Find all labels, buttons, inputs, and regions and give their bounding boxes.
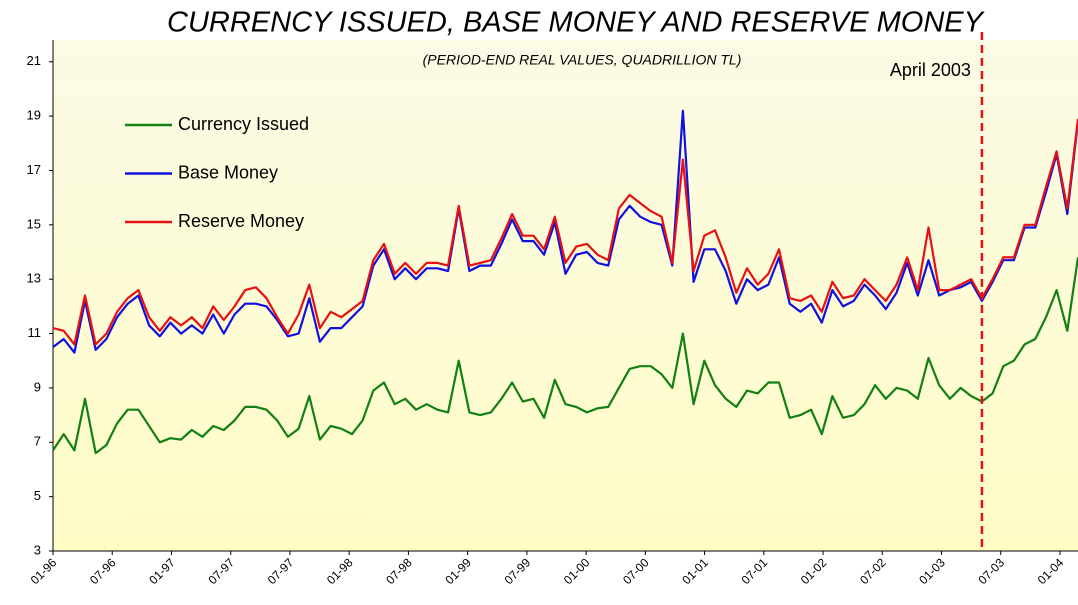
y-tick-label: 19 (27, 108, 41, 123)
y-tick-label: 11 (28, 325, 42, 340)
x-tick-label: 01-00 (561, 555, 593, 587)
x-tick-label: 07-97 (265, 555, 297, 587)
x-tick-label: 01-96 (28, 555, 60, 587)
event-label: April 2003 (890, 60, 971, 80)
legend-label: Reserve Money (178, 211, 304, 231)
series-line (52, 109, 1078, 354)
chart-title: CURRENCY ISSUED, BASE MONEY AND RESERVE … (167, 7, 986, 39)
x-tick-label: 07-01 (739, 555, 771, 587)
series-line (52, 118, 1078, 346)
x-tick-label: 07-02 (857, 555, 889, 587)
y-tick-label: 15 (27, 216, 41, 231)
x-tick-label: 01-01 (679, 555, 711, 587)
x-tick-label: 07-03 (976, 555, 1008, 587)
x-tick-label: 07-96 (87, 555, 119, 587)
x-tick-label: 07-97 (205, 555, 237, 587)
x-tick-label: 01-02 (798, 555, 830, 587)
legend-label: Base Money (178, 162, 278, 182)
y-tick-label: 5 (34, 488, 41, 503)
x-tick-label: 01-99 (442, 555, 474, 587)
y-tick-label: 13 (27, 271, 41, 286)
chart-subtitle: (PERIOD-END REAL VALUES, QUADRILLION TL) (423, 52, 742, 68)
y-tick-label: 7 (34, 434, 41, 449)
y-tick-label: 17 (27, 162, 41, 177)
x-tick-label: 07-98 (383, 555, 415, 587)
y-tick-label: 21 (27, 53, 41, 68)
x-tick-label: 01-98 (324, 555, 356, 587)
y-tick-label: 9 (34, 379, 41, 394)
x-tick-label: 01-04 (1035, 555, 1067, 587)
legend-label: Currency Issued (178, 114, 309, 134)
x-tick-label: 07-99 (502, 555, 534, 587)
plot-area (53, 40, 1078, 551)
x-tick-label: 07-00 (620, 555, 652, 587)
series-line (52, 257, 1078, 455)
x-tick-label: 01-03 (916, 555, 948, 587)
y-tick-label: 3 (34, 542, 41, 557)
x-tick-label: 01-97 (146, 555, 178, 587)
